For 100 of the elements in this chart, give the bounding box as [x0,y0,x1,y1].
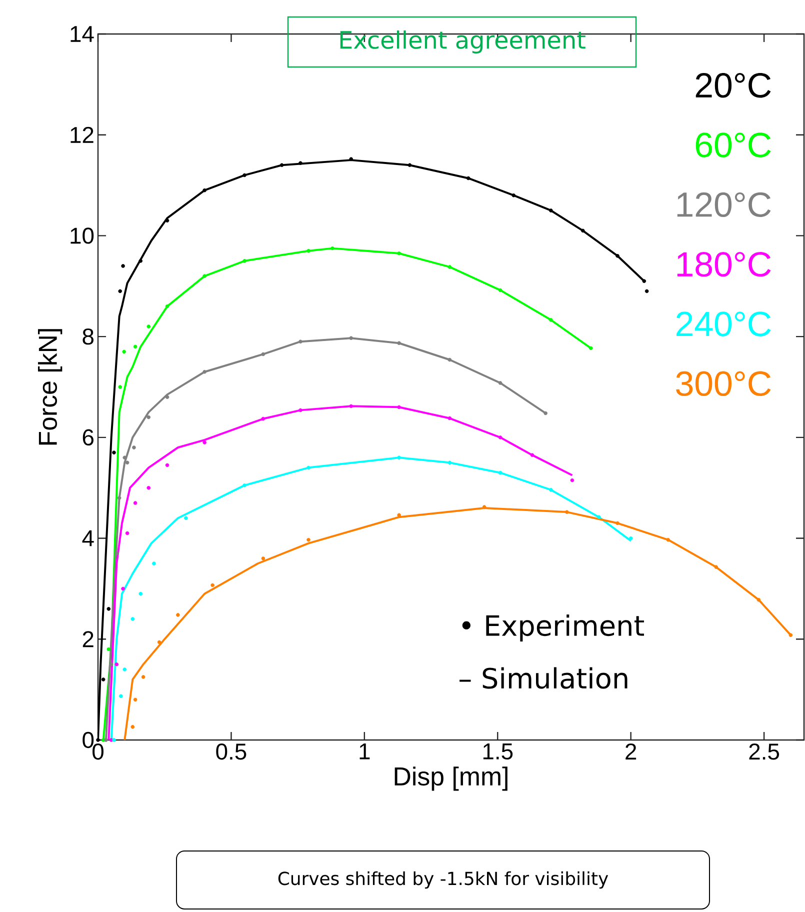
y-tick-label: 12 [70,126,94,143]
point [549,488,553,492]
point [101,678,106,682]
point [133,698,138,702]
point [118,289,122,294]
text: 240°C [676,312,771,336]
point [280,163,284,168]
point [141,675,146,679]
point [202,370,206,374]
point [138,259,143,263]
point [349,404,353,408]
point [202,188,206,192]
point [130,724,135,729]
point [114,552,119,556]
point [146,486,151,490]
y-tick-label: 2 [82,631,94,648]
point [788,633,793,637]
point [152,562,156,566]
point [756,598,761,602]
point [176,613,180,617]
x-tick-label: 2.5 [749,744,780,760]
x-tick-label: 1.5 [483,744,513,760]
text: 120°C [677,192,771,218]
point [133,501,138,505]
x-tick-label: 1 [360,744,370,760]
annotation: • Experiment [462,614,644,642]
x-axis-title: Disp [mm] [394,766,508,791]
point [130,617,135,621]
point [122,350,126,354]
point [146,415,151,420]
point [157,640,162,644]
point [714,565,718,569]
point [570,478,574,482]
point [544,411,548,416]
y-tick-label: 0 [82,732,94,748]
point [564,510,569,514]
point [498,470,502,475]
point [616,521,620,526]
point [96,738,100,742]
text: 300°C [676,371,771,396]
y-tick-label: 6 [82,429,94,446]
point [261,556,266,560]
text: 60°C [696,132,771,158]
point [112,450,116,454]
point [298,161,302,165]
point [165,304,170,308]
y-tick-label: 10 [70,228,94,244]
point [112,738,116,742]
point [549,208,553,212]
point [306,466,310,470]
point [184,516,188,520]
x-tick-label: 2 [626,744,636,760]
point [202,440,206,444]
point [125,531,130,536]
point [114,662,119,666]
point [397,341,401,346]
point [397,513,401,517]
point [448,265,452,269]
point [121,264,125,268]
point [298,340,302,344]
point [242,259,246,263]
point [261,352,266,356]
point [530,453,534,457]
point [261,416,266,421]
point [588,346,593,350]
text: 180°C [677,252,771,277]
point [397,405,401,410]
point [104,738,108,742]
point [397,456,401,460]
point [125,460,130,465]
point [202,274,206,278]
y-tick-label: 14 [70,26,94,42]
point [242,483,246,488]
point [298,408,302,412]
point [549,318,553,322]
point [122,667,127,672]
point [512,193,516,198]
y-tick-label: 8 [82,328,94,345]
point [242,173,246,178]
point [408,163,412,168]
point [119,694,123,698]
point [210,583,214,588]
point [138,592,143,596]
point [349,336,353,340]
point [498,436,502,440]
point [642,279,646,283]
point [596,515,601,519]
point [466,176,470,180]
point [666,538,670,542]
annotation: – Simulation [460,667,628,689]
text: 20°C [696,73,771,98]
point [498,381,502,385]
point [106,606,111,611]
point [448,358,452,362]
point [121,586,125,591]
point [448,460,452,465]
point [397,251,401,256]
point [628,536,633,540]
point [165,463,170,468]
point [448,416,452,420]
